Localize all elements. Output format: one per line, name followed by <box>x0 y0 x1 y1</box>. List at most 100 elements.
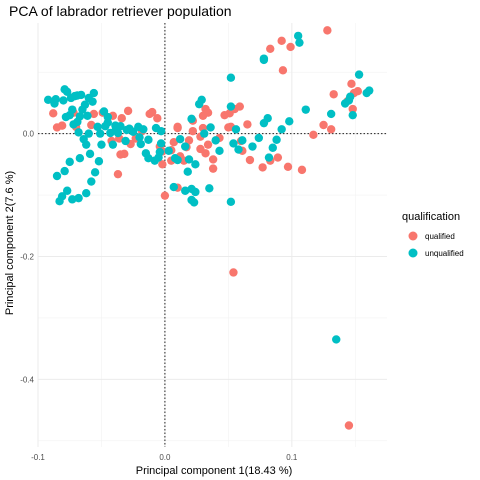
data-point-unqualified <box>354 70 364 79</box>
data-point-unqualified <box>108 140 118 149</box>
data-point-unqualified <box>164 146 173 156</box>
data-point-unqualified <box>301 105 310 114</box>
data-point-unqualified <box>74 193 83 203</box>
data-point-unqualified <box>254 133 264 143</box>
data-point-unqualified <box>62 186 72 195</box>
data-point-unqualified <box>181 186 190 195</box>
data-point-qualified <box>283 162 293 171</box>
data-point-unqualified <box>226 197 236 207</box>
data-point-unqualified <box>226 102 236 111</box>
data-point-unqualified <box>215 146 224 156</box>
data-point-unqualified <box>85 149 95 159</box>
data-point-unqualified <box>170 153 180 163</box>
data-point-qualified <box>326 125 336 134</box>
data-point-unqualified <box>144 135 153 144</box>
data-point-unqualified <box>175 134 185 144</box>
data-point-unqualified <box>238 136 247 145</box>
data-point-unqualified <box>226 73 236 82</box>
data-point-unqualified <box>75 153 85 163</box>
data-point-qualified <box>220 110 229 120</box>
data-point-qualified <box>117 114 126 123</box>
data-point-unqualified <box>187 184 196 194</box>
data-point-unqualified <box>229 139 238 148</box>
data-point-unqualified <box>121 136 130 146</box>
data-point-qualified <box>309 130 318 140</box>
data-point-qualified <box>169 138 178 147</box>
y-axis-title: Principal component 2(7.6 %) <box>4 171 16 315</box>
data-point-unqualified <box>264 153 274 162</box>
data-point-unqualified <box>59 96 68 105</box>
data-point-unqualified <box>65 157 74 167</box>
data-point-unqualified <box>94 157 104 166</box>
data-point-unqualified <box>61 112 71 122</box>
data-point-unqualified <box>136 139 145 149</box>
y-tick-label: -0.4 <box>20 375 34 384</box>
data-point-unqualified <box>84 129 93 138</box>
data-point-unqualified <box>248 142 257 151</box>
data-point-unqualified <box>293 31 303 41</box>
data-point-unqualified <box>285 117 294 126</box>
data-point-unqualified <box>205 184 214 193</box>
data-point-unqualified <box>259 55 269 65</box>
data-point-qualified <box>188 126 198 136</box>
data-point-qualified <box>158 160 167 169</box>
legend-key-unqualified <box>408 248 418 258</box>
data-point-qualified <box>348 104 357 114</box>
data-point-unqualified <box>116 122 125 131</box>
data-point-unqualified <box>97 140 106 149</box>
x-tick-label: 0.1 <box>286 453 298 462</box>
data-point-unqualified <box>90 168 100 177</box>
data-point-qualified <box>286 42 295 52</box>
legend-label-qualified: qualified <box>425 232 455 241</box>
data-point-unqualified <box>135 133 144 142</box>
data-point-qualified <box>353 87 363 96</box>
data-point-qualified <box>87 120 96 130</box>
data-point-qualified <box>245 155 255 165</box>
data-point-unqualified <box>231 125 241 134</box>
data-point-unqualified <box>150 156 159 165</box>
data-point-unqualified <box>87 177 96 186</box>
data-point-unqualified <box>326 109 336 119</box>
data-point-unqualified <box>156 139 166 148</box>
data-point-unqualified <box>206 123 215 132</box>
data-point-unqualified <box>95 129 105 138</box>
data-point-unqualified <box>268 143 277 152</box>
data-point-unqualified <box>332 335 341 344</box>
legend: qualification qualified unqualified <box>402 211 464 258</box>
data-point-qualified <box>145 109 154 119</box>
data-point-unqualified <box>156 126 166 136</box>
data-point-qualified <box>329 90 338 99</box>
data-point-qualified <box>203 108 213 117</box>
data-point-unqualified <box>277 125 286 134</box>
data-point-qualified <box>323 26 332 35</box>
data-point-unqualified <box>340 99 350 108</box>
data-point-qualified <box>203 140 213 149</box>
data-point-unqualified <box>50 99 59 108</box>
data-point-unqualified <box>74 128 83 137</box>
data-point-unqualified <box>60 85 69 94</box>
data-point-qualified <box>89 109 99 119</box>
data-points <box>43 26 374 430</box>
data-point-qualified <box>258 163 267 172</box>
data-point-unqualified <box>348 110 357 120</box>
data-point-qualified <box>196 144 205 154</box>
x-tick-label: 0.0 <box>159 453 171 462</box>
data-point-unqualified <box>365 86 374 95</box>
data-point-unqualified <box>66 93 76 103</box>
legend-title: qualification <box>402 211 460 223</box>
data-point-qualified <box>347 79 356 89</box>
data-point-unqualified <box>181 142 190 151</box>
x-axis-title: Principal component 1(18.43 %) <box>136 465 293 477</box>
data-point-unqualified <box>83 111 92 120</box>
data-point-qualified <box>273 153 283 162</box>
data-point-unqualified <box>183 167 192 176</box>
data-point-qualified <box>235 102 244 111</box>
data-point-unqualified <box>144 153 153 163</box>
data-point-unqualified <box>295 38 304 47</box>
data-point-unqualified <box>187 114 196 124</box>
data-point-unqualified <box>345 92 355 101</box>
data-point-unqualified <box>187 195 196 205</box>
data-point-unqualified <box>272 135 281 144</box>
data-point-unqualified <box>43 95 53 105</box>
